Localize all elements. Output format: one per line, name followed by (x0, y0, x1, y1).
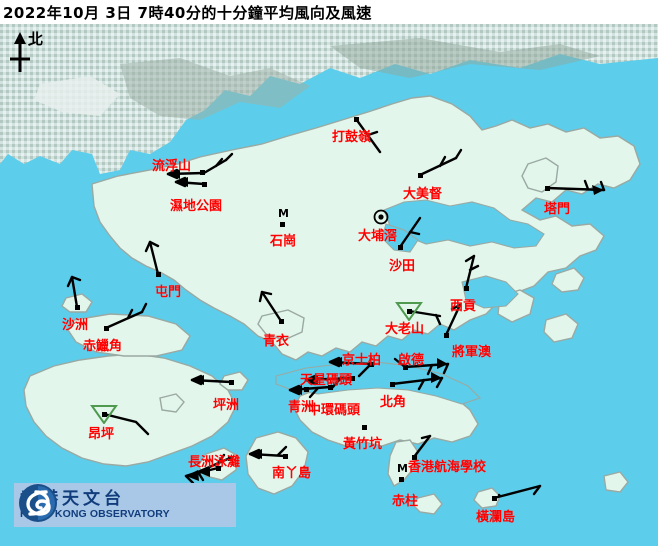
station-dot (229, 380, 234, 385)
station-dot (280, 222, 285, 227)
station-dot (104, 326, 109, 331)
wind-barb-arrowheads (168, 169, 604, 481)
station-dot (444, 333, 449, 338)
station-label-station-28: 赤柱 (392, 494, 419, 509)
station-label-station-18: 北角 (380, 395, 407, 410)
station-dot (398, 245, 403, 250)
station-dot (418, 173, 423, 178)
station-label-station-8: 沙田 (389, 259, 416, 274)
station-dot (216, 466, 221, 471)
station-dot (156, 272, 161, 277)
station-label-station-16: 啟德 (398, 353, 425, 368)
map-geography (0, 24, 658, 546)
page-title: 2022年10月 3日 7時40分的十分鐘平均風向及風速 (3, 4, 372, 22)
station-dot (228, 456, 233, 461)
station-label-station-29: 橫瀾島 (476, 510, 516, 525)
station-label-station-24: 南丫島 (272, 466, 312, 481)
stanley-peninsula (387, 439, 419, 487)
station-label-station-21: 坪洲 (213, 398, 240, 413)
station-dot (328, 385, 333, 390)
station-label-station-17: 天星碼頭 (300, 373, 353, 388)
station-label-station-5: 大美督 (403, 187, 443, 202)
station-label-station-6: 塔門 (544, 202, 571, 217)
station-dot (200, 170, 205, 175)
station-label-station-0: 流浮山 (152, 159, 192, 174)
station-label-station-10: 大老山 (385, 322, 425, 337)
missing-data-marker: M (397, 462, 408, 475)
station-dot (412, 455, 417, 460)
chek-lap-kok-airport (67, 313, 191, 357)
po-toi-island (411, 493, 443, 515)
station-label-station-27: 香港航海學校 (408, 460, 487, 475)
map-canvas: 北 流浮山濕地公園 打鼓嶺 M 石崗屯門 大美督塔門大埔滘沙田西貢大老山將軍澳 沙洲赤鱲角… (0, 24, 658, 546)
station-label-station-7: 大埔滘 (358, 229, 398, 244)
se-islet (603, 471, 629, 493)
station-label-station-12: 沙洲 (62, 318, 89, 333)
station-dot (399, 477, 404, 482)
station-dot (362, 425, 367, 430)
station-label-station-4: 屯門 (155, 285, 182, 300)
station-label-station-13: 赤鱲角 (83, 339, 123, 354)
station-dot (279, 319, 284, 324)
ne-outer-island (543, 313, 579, 343)
north-arrow-icon (4, 28, 64, 80)
north-label: 北 (28, 30, 44, 48)
station-label-station-9: 西貢 (450, 299, 477, 314)
station-dot (369, 362, 374, 367)
station-dot (354, 117, 359, 122)
station-label-station-3: 石崗 (270, 234, 297, 249)
lamma-island (245, 431, 309, 495)
hei-ling-chau (159, 393, 185, 413)
station-label-station-2: 打鼓嶺 (332, 130, 372, 145)
station-label-station-15: 京士柏 (342, 353, 382, 368)
station-dot (545, 186, 550, 191)
hko-spiral-icon (19, 484, 57, 522)
port-shelter-island (551, 267, 585, 293)
station-label-station-14: 青衣 (263, 334, 290, 349)
station-dot (407, 309, 412, 314)
station-dot (75, 305, 80, 310)
station-label-station-22: 昂坪 (88, 427, 115, 442)
station-dot (492, 496, 497, 501)
missing-data-marker: M (278, 207, 289, 220)
station-dot (102, 412, 107, 417)
station-dot (464, 286, 469, 291)
waglan-island (473, 487, 501, 509)
station-dot (283, 454, 288, 459)
peng-chau-island (219, 371, 249, 391)
title-bar: 2022年10月 3日 7時40分的十分鐘平均風向及風速 (0, 0, 658, 24)
station-dot (403, 365, 408, 370)
station-label-station-23: 黃竹坑 (343, 437, 383, 452)
station-label-station-20: 青洲 (288, 400, 315, 415)
station-dot (390, 382, 395, 387)
tsing-yi-island (257, 309, 305, 341)
hko-logo: 香港天文台 HONG KONG OBSERVATORY (14, 483, 236, 527)
station-label-station-19: 中環碼頭 (308, 403, 361, 418)
station-dot (304, 387, 309, 392)
station-label-station-11: 將軍澳 (452, 345, 492, 360)
hko-name-english: HONG KONG OBSERVATORY (20, 507, 170, 520)
station-dot (350, 376, 355, 381)
station-label-station-1: 濕地公園 (170, 199, 223, 214)
station-dot (202, 182, 207, 187)
station-label-station-25: 長洲泳灘 (188, 455, 241, 470)
